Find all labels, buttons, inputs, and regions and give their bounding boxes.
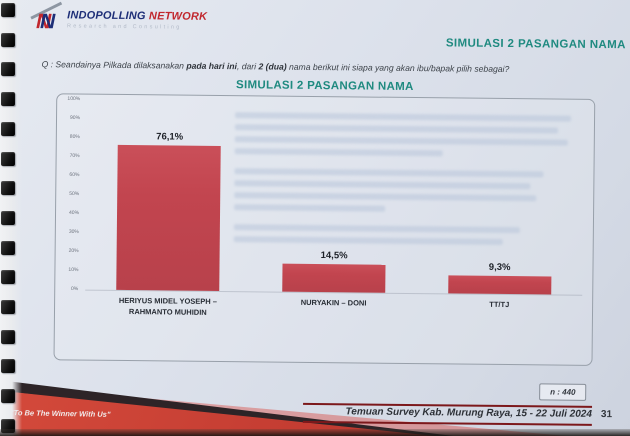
brand-name: INDOPOLLING NETWORK [67, 9, 207, 22]
sample-size-badge: n : 440 [539, 383, 587, 401]
bar-group: 9,3% [417, 103, 585, 295]
logo-text: INDOPOLLING NETWORK Research and Consult… [67, 3, 207, 30]
binding-hole [1, 300, 15, 314]
bar [116, 145, 221, 292]
binding-hole [1, 3, 15, 17]
footer-rule-bottom [302, 420, 592, 426]
y-axis-tick: 90% [69, 114, 81, 122]
section-header-title: SIMULASI 2 PASANGAN NAMA [445, 37, 626, 52]
question-bold-1: pada hari ini [186, 60, 238, 72]
question-bold-2: 2 (dua) [258, 61, 287, 72]
survey-question: Q : Seandainya Pilkada dilaksanakan pada… [42, 59, 547, 75]
footer-artwork: "To Be The Winner With Us" [0, 374, 630, 436]
category-label: TT/TJ [489, 299, 510, 310]
question-suffix: nama berikut ini siapa yang akan ibu/bap… [286, 61, 510, 75]
y-axis-tick: 80% [69, 133, 80, 141]
bar [448, 275, 551, 295]
chart-title: SIMULASI 2 PASANGAN NAMA [236, 79, 414, 94]
bar-value-label: 9,3% [488, 262, 511, 274]
binding-hole [1, 210, 15, 225]
y-axis-tick: 60% [69, 171, 80, 179]
bar-group: 76,1% [85, 100, 253, 292]
binding-hole [1, 270, 15, 285]
y-axis-tick: 40% [68, 209, 80, 217]
binding-hole [1, 181, 15, 196]
binding-hole [1, 359, 15, 374]
category-label: HERIYUS MIDEL YOSEPH – RAHMANTO MUHIDIN [118, 295, 218, 317]
y-axis-tick: 100% [67, 95, 81, 103]
y-axis-tick: 70% [69, 152, 80, 160]
photo-bottom-edge [0, 429, 630, 436]
binding-hole [1, 121, 15, 136]
indopolling-logo: N N INDOPOLLING NETWORK Research and Con… [30, 1, 207, 35]
binding-hole [1, 151, 15, 166]
binding-hole [1, 92, 15, 107]
y-axis-tick: 10% [68, 266, 79, 274]
category-axis: HERIYUS MIDEL YOSEPH – RAHMANTO MUHIDIN N… [85, 296, 582, 322]
bar [282, 264, 386, 293]
footer-source: Temuan Survey Kab. Murung Raya, 15 - 22 … [345, 406, 593, 420]
y-axis-tick: 0% [70, 285, 79, 293]
spiral-binding [0, 0, 22, 436]
question-prefix: Q : Seandainya Pilkada dilaksanakan [41, 59, 187, 71]
y-axis-tick: 20% [68, 247, 79, 255]
bar-chart-frame: 100% 90% 80% 70% 60% 50% 40% 30% 20% 10% 0% 76,1% 1… [53, 93, 596, 366]
question-middle: , dari [236, 61, 259, 72]
indopolling-logo-icon: N N [30, 1, 62, 34]
binding-hole [1, 62, 15, 77]
y-axis-tick: 30% [68, 228, 79, 236]
bar-value-label: 76,1% [156, 131, 184, 144]
binding-hole [1, 32, 15, 47]
brand-primary: INDOPOLLING [67, 9, 146, 23]
bar-group: 14,5% [251, 101, 419, 293]
y-axis-tick: 50% [69, 190, 80, 198]
binding-hole [1, 240, 15, 255]
logo-monogram-blue: N [39, 10, 56, 34]
binding-hole [1, 329, 15, 344]
category-label: NURYAKIN – DONI [300, 297, 367, 308]
y-axis: 100% 90% 80% 70% 60% 50% 40% 30% 20% 10% 0% [60, 95, 81, 293]
brand-tagline: Research and Consulting [66, 23, 182, 31]
bar-value-label: 14,5% [320, 250, 348, 262]
page-number: 31 [600, 409, 613, 421]
binding-hole [1, 389, 15, 404]
brand-secondary: NETWORK [148, 10, 208, 23]
bar-chart-plot: 76,1% 14,5% 9,3% [85, 99, 585, 296]
